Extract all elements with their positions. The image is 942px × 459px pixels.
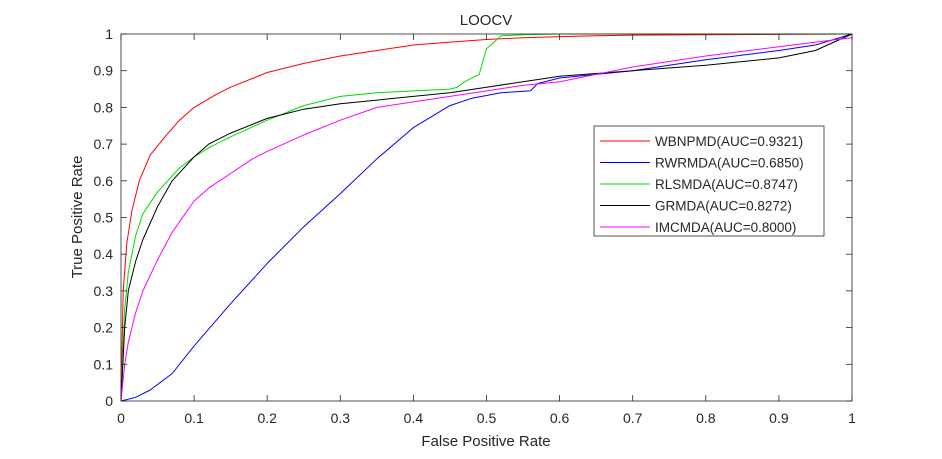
legend-label-3: RLSMDA(AUC=0.8747) [655,177,798,192]
x-tick-label: 0 [117,410,125,426]
legend-box [593,125,825,237]
y-tick-label: 0.2 [94,320,114,336]
x-tick-label: 1 [848,410,856,426]
y-tick-label: 0.1 [94,356,114,372]
y-tick-label: 0 [105,393,113,409]
legend-label-1: WBNPMD(AUC=0.9321) [655,134,803,149]
x-tick-label: 0.6 [550,410,570,426]
y-tick-label: 0.7 [94,136,114,152]
x-axis-label: False Positive Rate [421,433,550,450]
y-tick-label: 0.8 [94,99,114,115]
x-tick-label: 0.2 [257,410,277,426]
x-tick-label: 0.8 [696,410,716,426]
y-tick-label: 0.9 [94,63,114,79]
chart-title: LOOCV [460,12,513,29]
series-line-4 [120,33,853,402]
series-line-5 [120,37,853,402]
y-tick-label: 1 [105,26,113,42]
x-tick-label: 0.1 [184,410,204,426]
legend-label-2: RWRMDA(AUC=0.6850) [655,156,804,171]
y-tick-label: 0.4 [94,246,114,262]
x-tick-label: 0.7 [623,410,643,426]
y-tick-label: 0.5 [94,210,114,226]
legend-label-5: IMCMDA(AUC=0.8000) [655,220,796,235]
x-tick-label: 0.5 [477,410,497,426]
series-line-2 [120,33,853,402]
y-axis-label: True Positive Rate [69,156,86,279]
x-tick-label: 0.3 [331,410,351,426]
legend: WBNPMD(AUC=0.9321) RWRMDA(AUC=0.6850) RLSM… [593,125,825,237]
series-line-1 [120,33,853,402]
x-tick-label: 0.4 [404,410,424,426]
x-tick-label: 0.9 [769,410,789,426]
y-axis-ticks: 0 0.1 0.2 0.3 0.4 0.5 0.6 0.7 0.8 0.9 1 [94,26,852,409]
y-tick-label: 0.6 [94,173,114,189]
legend-label-4: GRMDA(AUC=0.8272) [655,199,792,214]
x-axis-ticks: 0 0.1 0.2 0.3 0.4 0.5 0.6 0.7 0.8 0.9 1 [117,34,856,426]
y-tick-label: 0.3 [94,283,114,299]
